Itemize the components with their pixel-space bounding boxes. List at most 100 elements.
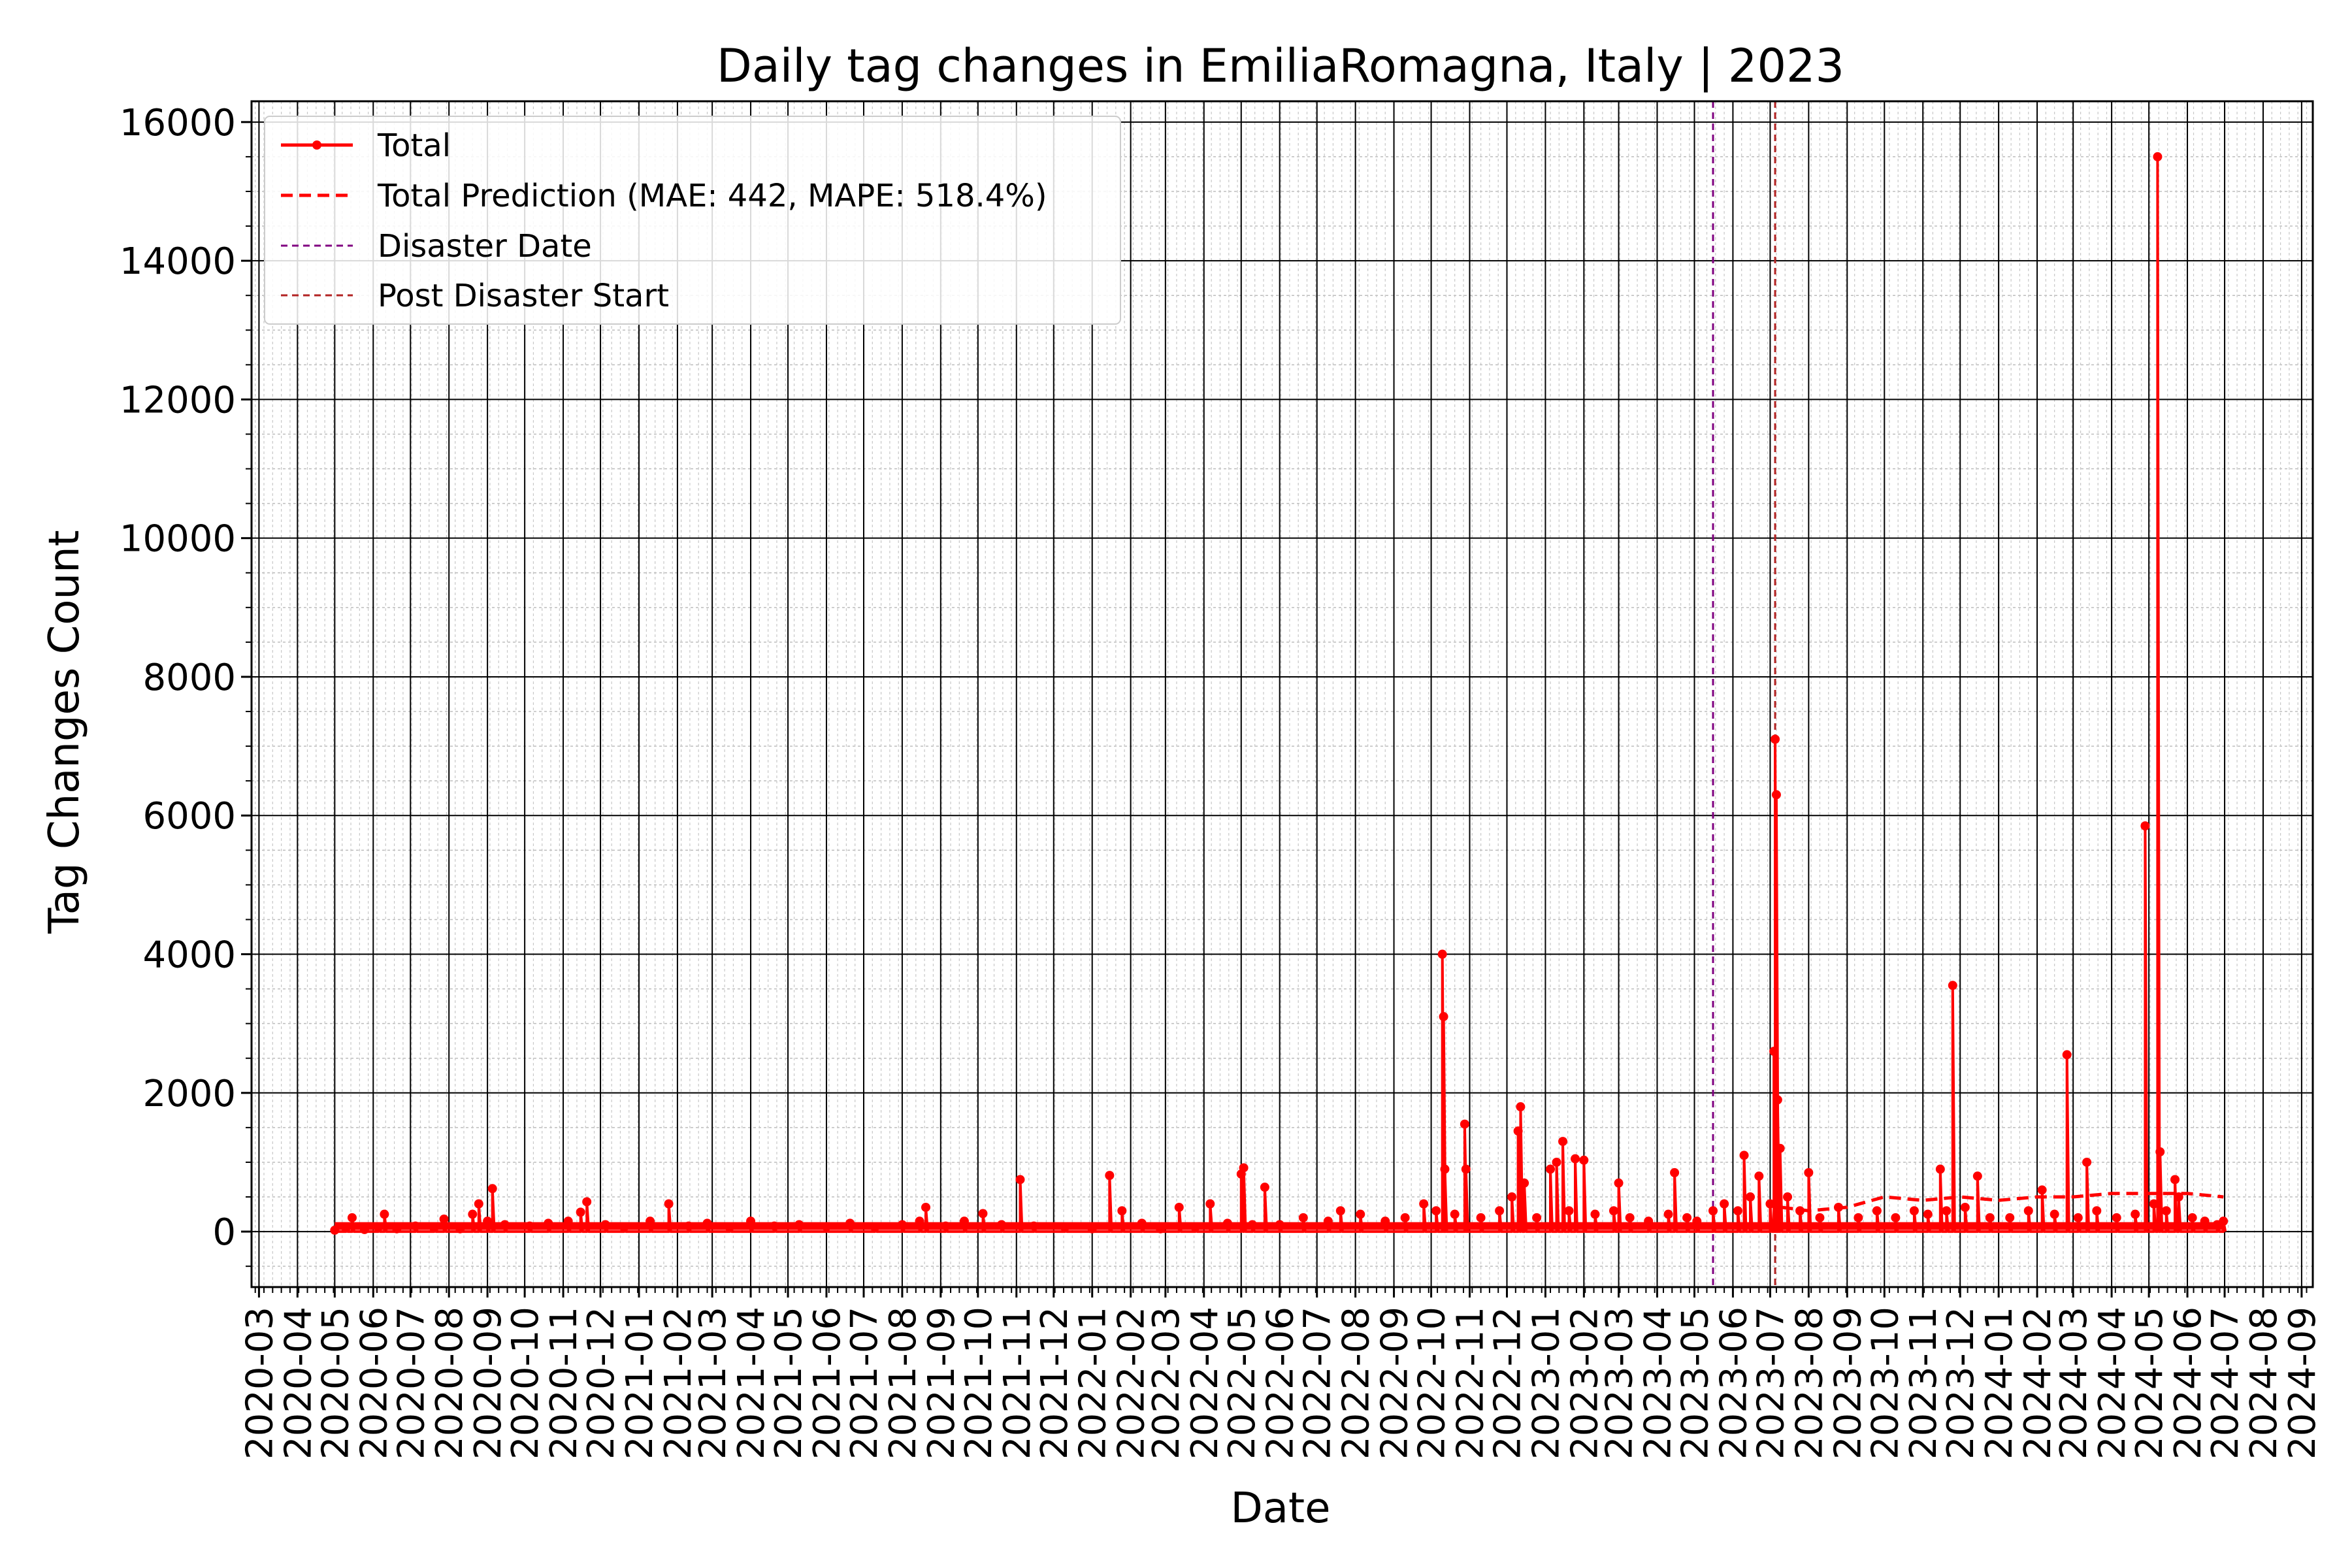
series-total-point — [1222, 1218, 1232, 1228]
series-total-point — [1205, 1199, 1215, 1209]
series-total-point — [1060, 1222, 1070, 1232]
series-total-point — [600, 1220, 610, 1230]
series-total-point — [2187, 1213, 2197, 1222]
x-tick-label: 2024-03 — [2053, 1307, 2095, 1460]
x-tick-label: 2020-09 — [467, 1307, 510, 1460]
series-total-point — [359, 1224, 369, 1234]
series-total-point — [373, 1222, 383, 1232]
series-total-point — [2170, 1175, 2180, 1184]
x-tick-label: 2020-11 — [543, 1307, 585, 1460]
series-total-point — [725, 1222, 734, 1232]
series-prediction-line — [1781, 1192, 2224, 1213]
series-layer — [330, 152, 2229, 1235]
x-tick-label: 2023-11 — [1903, 1307, 1945, 1460]
series-total-point — [1460, 1119, 1469, 1129]
series-total-point — [1546, 1164, 1556, 1174]
y-tick-label: 2000 — [142, 1073, 236, 1115]
series-total-point — [1558, 1137, 1568, 1147]
series-total-point — [439, 1214, 449, 1224]
series-total-point — [347, 1213, 357, 1222]
series-total-point — [2037, 1185, 2047, 1195]
series-total-point — [468, 1209, 478, 1219]
y-tick-label: 10000 — [120, 518, 236, 561]
series-total-point — [1356, 1209, 1365, 1219]
series-total-point — [1739, 1151, 1749, 1160]
x-tick-label: 2024-02 — [2017, 1307, 2059, 1460]
x-tick-label: 2020-06 — [353, 1307, 395, 1460]
series-total-point — [487, 1184, 497, 1194]
series-total-point — [1909, 1206, 1919, 1216]
x-tick-label: 2022-08 — [1335, 1307, 1378, 1460]
x-tick-label: 2021-02 — [657, 1307, 700, 1460]
series-total-point — [1461, 1164, 1471, 1174]
series-total-point — [525, 1221, 534, 1231]
series-total-point — [1275, 1220, 1284, 1230]
y-tick-label: 4000 — [142, 934, 236, 977]
y-tick-label: 0 — [212, 1211, 236, 1254]
series-total-point — [2112, 1213, 2121, 1222]
series-total-point — [1439, 1012, 1448, 1022]
series-total-point — [1260, 1183, 1269, 1192]
series-total-point — [870, 1222, 880, 1232]
y-tick-label: 14000 — [120, 240, 236, 283]
series-total-point — [746, 1217, 756, 1226]
x-tick-label: 2020-05 — [314, 1307, 357, 1460]
x-tick-label: 2021-01 — [619, 1307, 661, 1460]
series-total-point — [1692, 1217, 1702, 1226]
series-total-point — [978, 1209, 988, 1218]
series-total-point — [1087, 1224, 1097, 1233]
series-total-point — [1137, 1218, 1147, 1228]
x-tick-label: 2024-04 — [2091, 1307, 2134, 1460]
series-total-point — [2092, 1206, 2102, 1216]
series-total-point — [1239, 1163, 1249, 1173]
series-total-point — [544, 1218, 553, 1228]
y-tick-label: 16000 — [120, 102, 236, 144]
series-total-point — [1440, 1164, 1450, 1174]
legend-prediction-label: Total Prediction (MAE: 442, MAPE: 518.4%… — [377, 178, 1047, 214]
x-tick-label: 2020-12 — [580, 1307, 623, 1460]
series-total-point — [1935, 1164, 1945, 1174]
series-total-point — [1783, 1192, 1793, 1202]
x-tick-label: 2022-09 — [1374, 1307, 1416, 1460]
x-axis-label: Date — [1231, 1484, 1331, 1533]
series-total-point — [1520, 1178, 1529, 1188]
series-total-point — [684, 1221, 694, 1231]
x-tick-label: 2023-03 — [1599, 1307, 1641, 1460]
series-total-point — [2023, 1206, 2033, 1216]
series-total-point — [1190, 1222, 1200, 1232]
series-total-point — [1644, 1217, 1654, 1226]
series-total-point — [1564, 1206, 1574, 1216]
x-tick-label: 2021-12 — [1034, 1307, 1076, 1460]
y-tick-label: 12000 — [120, 379, 236, 421]
series-total-point — [576, 1207, 585, 1217]
x-tick-label: 2023-05 — [1674, 1307, 1717, 1460]
x-tick-label: 2023-10 — [1864, 1307, 1906, 1460]
legend-total-marker — [312, 140, 321, 150]
series-total-point — [1708, 1206, 1718, 1216]
series-total-point — [2073, 1213, 2083, 1222]
series-total-point — [619, 1222, 629, 1232]
series-total-point — [1754, 1171, 1764, 1181]
x-tick-label: 2022-10 — [1411, 1307, 1454, 1460]
series-total-point — [1590, 1209, 1600, 1219]
series-total-point — [1663, 1209, 1673, 1219]
series-total-point — [2174, 1192, 2183, 1202]
series-total-point — [1552, 1157, 1561, 1167]
series-total-point — [1247, 1220, 1257, 1230]
x-tick-label: 2022-12 — [1487, 1307, 1529, 1460]
series-total-point — [821, 1222, 831, 1232]
series-total-point — [410, 1221, 420, 1231]
series-total-point — [1891, 1213, 1901, 1222]
series-total-point — [1804, 1168, 1814, 1177]
x-tick-label: 2022-06 — [1260, 1307, 1302, 1460]
series-total-point — [1029, 1221, 1039, 1231]
series-total-point — [1450, 1209, 1460, 1219]
x-tick-label: 2020-10 — [504, 1307, 547, 1460]
series-total-point — [2062, 1050, 2072, 1060]
series-total-point — [2140, 821, 2150, 831]
series-total-point — [1815, 1213, 1825, 1222]
x-tick-label: 2021-11 — [996, 1307, 1039, 1460]
series-total-point — [1769, 1047, 1779, 1056]
series-total-point — [1985, 1213, 1995, 1222]
legend-box — [264, 116, 1121, 325]
